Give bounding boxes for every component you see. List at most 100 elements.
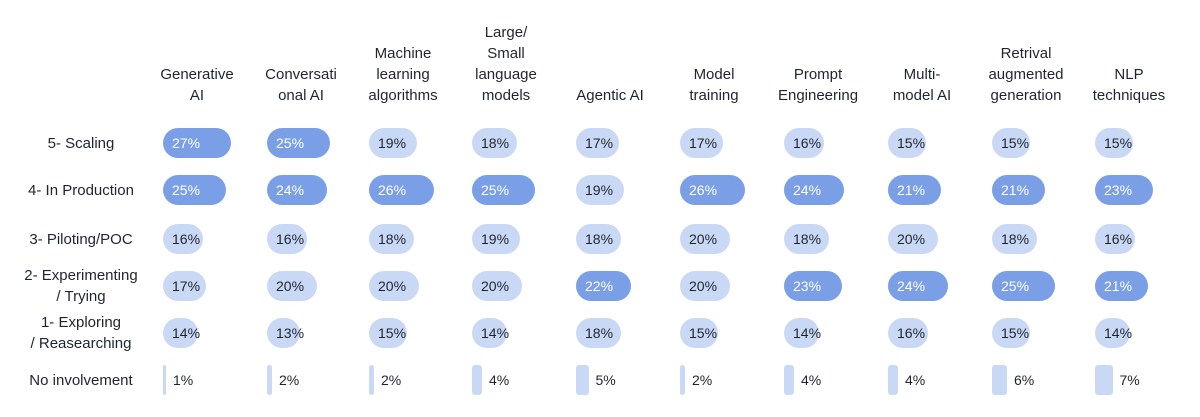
cell-value: 18%	[793, 224, 821, 254]
cell-value: 22%	[585, 271, 613, 301]
cell-bar	[680, 365, 685, 395]
column-header-line: Machine	[355, 43, 451, 64]
cell-value: 25%	[1001, 271, 1029, 301]
column-header-line: Agentic AI	[562, 85, 658, 106]
cell-value: 7%	[1120, 365, 1140, 395]
cell-value: 15%	[1104, 128, 1132, 158]
column-header-line: techniques	[1081, 85, 1177, 106]
column-header: Generative AI	[149, 64, 245, 106]
row-label: 4- In Production	[6, 180, 156, 201]
column-header-line: learning	[355, 64, 451, 85]
column-header: Retrival augmented generation	[978, 43, 1074, 106]
cell-bar	[992, 365, 1007, 395]
column-header-line: onal AI	[253, 85, 349, 106]
cell-value: 2%	[692, 365, 712, 395]
column-header-line: Multi-	[874, 64, 970, 85]
cell-value: 14%	[793, 318, 821, 348]
cell-value: 18%	[378, 224, 406, 254]
column-header-line: Conversati	[253, 64, 349, 85]
cell-value: 26%	[378, 175, 406, 205]
column-header-line: Engineering	[770, 85, 866, 106]
column-header-line: algorithms	[355, 85, 451, 106]
cell-value: 4%	[489, 365, 509, 395]
column-header-line: Small	[458, 43, 554, 64]
cell-value: 21%	[1001, 175, 1029, 205]
cell-value: 4%	[801, 365, 821, 395]
column-header-line: models	[458, 85, 554, 106]
row-label-line: / Trying	[6, 286, 156, 307]
cell-value: 17%	[689, 128, 717, 158]
column-header: Agentic AI	[562, 85, 658, 106]
column-header: Large/Small language models	[458, 22, 554, 106]
cell-value: 21%	[1104, 271, 1132, 301]
cell-value: 5%	[596, 365, 616, 395]
cell-value: 24%	[276, 175, 304, 205]
cell-value: 16%	[276, 224, 304, 254]
row-label-line: / Reasearching	[6, 333, 156, 354]
cell-value: 20%	[481, 271, 509, 301]
cell-value: 26%	[689, 175, 717, 205]
row-label: 2- Experimenting / Trying	[6, 265, 156, 307]
cell-value: 20%	[689, 271, 717, 301]
cell-bar	[888, 365, 898, 395]
cell-value: 14%	[1104, 318, 1132, 348]
column-header-line: language	[458, 64, 554, 85]
cell-value: 2%	[279, 365, 299, 395]
column-header-line: Generative	[149, 64, 245, 85]
cell-value: 18%	[1001, 224, 1029, 254]
cell-value: 24%	[793, 175, 821, 205]
cell-value: 18%	[585, 318, 613, 348]
cell-value: 14%	[172, 318, 200, 348]
cell-value: 25%	[276, 128, 304, 158]
cell-value: 15%	[897, 128, 925, 158]
cell-bar	[369, 365, 374, 395]
cell-bar	[163, 365, 166, 395]
cell-value: 20%	[378, 271, 406, 301]
row-label-line: No involvement	[6, 370, 156, 391]
cell-value: 14%	[481, 318, 509, 348]
cell-bar	[1095, 365, 1113, 395]
cell-value: 15%	[1001, 128, 1029, 158]
cell-value: 23%	[1104, 175, 1132, 205]
row-label-line: 4- In Production	[6, 180, 156, 201]
row-label-line: 5- Scaling	[6, 133, 156, 154]
column-header-line: Prompt	[770, 64, 866, 85]
cell-value: 16%	[793, 128, 821, 158]
column-header-line: Retrival	[978, 43, 1074, 64]
cell-value: 19%	[585, 175, 613, 205]
cell-value: 15%	[1001, 318, 1029, 348]
cell-value: 20%	[689, 224, 717, 254]
cell-value: 18%	[585, 224, 613, 254]
cell-value: 1%	[173, 365, 193, 395]
cell-value: 25%	[481, 175, 509, 205]
cell-value: 16%	[897, 318, 925, 348]
cell-value: 13%	[276, 318, 304, 348]
cell-value: 20%	[897, 224, 925, 254]
column-header-line: model AI	[874, 85, 970, 106]
column-header: NLP techniques	[1081, 64, 1177, 106]
cell-value: 4%	[905, 365, 925, 395]
row-label: 3- Piloting/POC	[6, 229, 156, 250]
column-header-line: NLP	[1081, 64, 1177, 85]
cell-bar	[576, 365, 589, 395]
cell-value: 21%	[897, 175, 925, 205]
cell-value: 23%	[793, 271, 821, 301]
cell-value: 15%	[378, 318, 406, 348]
column-header-line: training	[666, 85, 762, 106]
column-header-line: Large/	[458, 22, 554, 43]
column-header-line: Model	[666, 64, 762, 85]
cell-value: 18%	[481, 128, 509, 158]
cell-value: 19%	[481, 224, 509, 254]
cell-value: 20%	[276, 271, 304, 301]
cell-bar	[784, 365, 794, 395]
cell-value: 6%	[1014, 365, 1034, 395]
cell-value: 17%	[172, 271, 200, 301]
column-header: Conversati onal AI	[253, 64, 349, 106]
column-header: Model training	[666, 64, 762, 106]
cell-value: 27%	[172, 128, 200, 158]
cell-value: 19%	[378, 128, 406, 158]
row-label: 1- Exploring / Reasearching	[6, 312, 156, 354]
cell-value: 25%	[172, 175, 200, 205]
cell-value: 2%	[381, 365, 401, 395]
